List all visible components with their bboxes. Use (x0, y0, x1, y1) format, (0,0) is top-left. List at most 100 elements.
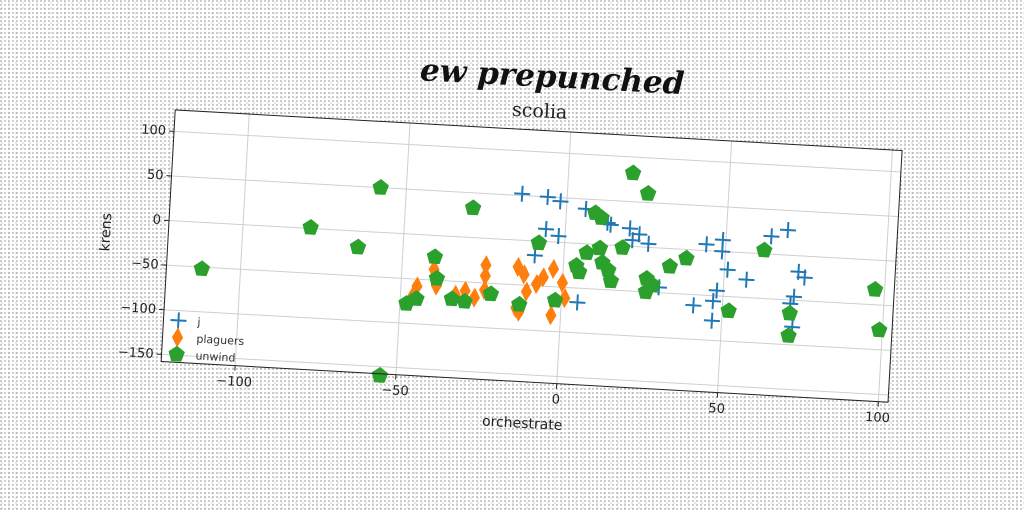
data-point-plaguers (468, 287, 481, 308)
data-point-unwind (624, 164, 642, 181)
data-point-j (708, 282, 725, 299)
data-point-unwind (511, 295, 528, 312)
data-point-unwind (780, 327, 797, 343)
data-point-j (552, 193, 569, 210)
data-point-unwind (372, 179, 389, 195)
data-point-unwind (464, 199, 482, 216)
x-tick-label: −50 (381, 383, 409, 400)
data-point-j (685, 297, 702, 314)
x-grid-line (556, 132, 572, 384)
x-grid-line (877, 149, 893, 402)
data-point-unwind (720, 302, 737, 319)
data-point-plaguers (559, 288, 571, 309)
data-point-j (550, 228, 567, 245)
y-tick-label: −150 (117, 345, 154, 362)
data-point-j (526, 247, 543, 264)
x-axis-ticks: −100 −50 0 50 100 (216, 365, 891, 426)
plot-frame (160, 109, 903, 403)
data-point-unwind (546, 291, 564, 308)
data-point-j (779, 222, 796, 239)
data-point-j (703, 312, 720, 329)
x-grid-line (717, 141, 733, 393)
data-point-plaguers (480, 255, 492, 276)
data-point-j (539, 188, 556, 206)
data-point-unwind (426, 248, 444, 265)
y-grid-line (161, 353, 889, 396)
data-point-unwind (302, 218, 319, 235)
data-point-j (738, 271, 755, 288)
data-point-unwind (866, 280, 884, 297)
data-point-j (763, 228, 780, 245)
data-point-plaguers (520, 281, 532, 302)
data-point-plaguers (479, 265, 491, 286)
data-point-j (624, 232, 641, 249)
data-point-unwind (530, 234, 548, 251)
data-point-plaguers (518, 264, 530, 285)
data-point-unwind (614, 239, 631, 255)
data-point-unwind (428, 269, 446, 286)
y-tick-label: −100 (120, 300, 157, 317)
y-tick-label: 100 (141, 123, 167, 139)
y-grid-line (164, 309, 891, 351)
grid-lines (161, 114, 901, 402)
data-point-unwind (639, 185, 657, 201)
y-tick-label: 50 (147, 168, 164, 184)
data-point-unwind (756, 241, 773, 258)
x-tick-label: 100 (865, 410, 891, 426)
legend-label-j: j (196, 315, 201, 328)
data-point-unwind (349, 238, 367, 255)
x-axis-label: orchestrate (482, 414, 563, 434)
data-point-unwind (408, 290, 425, 307)
legend-marker-unwind (168, 345, 185, 362)
data-point-unwind (571, 263, 588, 280)
data-point-unwind (593, 209, 610, 226)
data-point-unwind (871, 321, 888, 338)
data-point-j (640, 235, 657, 252)
data-point-plaguers (545, 305, 557, 326)
y-grid-line (173, 130, 901, 173)
data-point-unwind (193, 260, 211, 277)
data-points (193, 164, 888, 383)
data-point-j (785, 288, 802, 305)
legend-marker-j (170, 312, 187, 329)
data-point-plaguers (512, 256, 524, 277)
y-grid-line (166, 264, 894, 307)
x-tick-label: 50 (708, 401, 725, 417)
data-point-j (719, 261, 736, 278)
data-point-j (714, 243, 731, 260)
data-point-unwind (443, 290, 461, 307)
data-point-j (698, 236, 715, 253)
data-point-unwind (661, 257, 679, 274)
data-point-plaguers (547, 258, 560, 279)
data-point-j (621, 220, 638, 237)
y-grid-line (171, 175, 899, 218)
data-point-j (796, 269, 813, 286)
x-tick-label: −100 (216, 374, 253, 391)
data-point-unwind (602, 272, 620, 289)
data-point-j (537, 221, 555, 238)
y-axis-label: krens (97, 213, 115, 252)
legend-label-unwind: unwind (195, 349, 236, 364)
x-grid-line (395, 123, 411, 375)
data-point-unwind (644, 276, 661, 293)
data-point-unwind (371, 366, 389, 383)
data-point-plaguers (537, 267, 549, 288)
y-tick-label: 0 (152, 213, 161, 228)
data-point-j (569, 294, 586, 311)
x-grid-line (234, 114, 250, 366)
data-point-unwind (678, 249, 695, 266)
data-point-plaguers (556, 272, 568, 293)
data-point-unwind (781, 304, 799, 321)
data-point-unwind (591, 239, 609, 256)
data-point-unwind (456, 292, 473, 309)
chart-title: scolia (511, 99, 567, 124)
y-axis-ticks: 100 50 0 −50 −100 −150 (117, 123, 175, 362)
y-tick-label: −50 (131, 256, 159, 273)
data-point-j (704, 293, 722, 310)
x-tick-label: 0 (551, 392, 560, 407)
legend-label-plaguers: plaguers (196, 332, 245, 348)
data-point-j (514, 185, 531, 202)
data-point-unwind (482, 285, 500, 302)
